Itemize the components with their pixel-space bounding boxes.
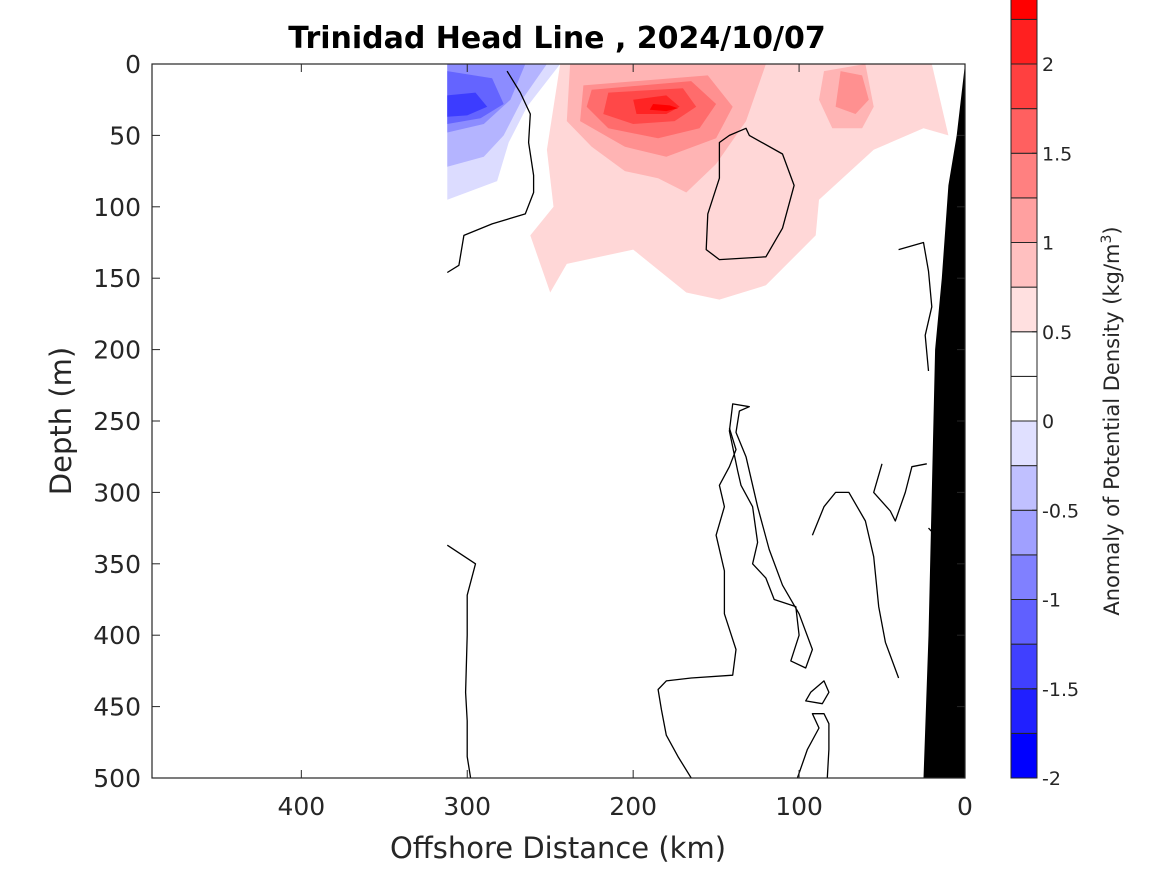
colorbar-swatch: [1010, 688, 1038, 734]
y-tick-label: 0: [125, 50, 141, 79]
zero-contour-5: [796, 713, 830, 778]
y-axis-label: Depth (m): [44, 347, 78, 495]
colorbar-swatch: [1010, 643, 1038, 690]
colorbar-tick-label: 0.5: [1042, 322, 1072, 344]
colorbar-label-superscript: 3: [1099, 235, 1115, 244]
y-tick-label: 250: [93, 407, 141, 436]
colorbar-tick-label: 0: [1042, 411, 1054, 433]
y-tick-label: 300: [93, 478, 141, 507]
zero-contour-2: [728, 403, 814, 669]
y-tick-label: 150: [93, 264, 141, 293]
colorbar-swatch: [1010, 18, 1038, 65]
colorbar-label-close: ): [1100, 226, 1124, 234]
negative-patch-4: [447, 92, 488, 117]
colorbar-swatch: [1010, 599, 1038, 645]
colorbar-swatch: [1010, 331, 1038, 377]
colorbar-swatch: [1010, 465, 1038, 511]
colorbar-swatch: [1010, 242, 1038, 288]
colorbar-swatch: [1010, 108, 1038, 154]
colorbar-tick-label: -1: [1042, 590, 1061, 612]
colorbar-swatch: [1010, 152, 1038, 199]
chart-title: Trinidad Head Line , 2024/10/07: [288, 21, 825, 56]
zero-contour-3: [446, 544, 477, 778]
zero-contour-1: [705, 127, 795, 261]
colorbar-swatch: [1010, 554, 1038, 600]
anomaly-fill-layer: [447, 64, 949, 300]
zero-contour-6: [805, 680, 830, 705]
x-axis-ticks: 400 300 200 100 0: [277, 64, 973, 821]
y-tick-label: 100: [93, 193, 141, 222]
positive-patch-13: [649, 104, 678, 112]
colorbar-tick-label: 2: [1042, 54, 1054, 76]
zero-contour-8: [898, 241, 933, 372]
zero-contour-9: [873, 463, 927, 522]
zero-contour-0: [446, 70, 535, 274]
zero-contour-4: [657, 427, 737, 778]
colorbar-tick-label: -0.5: [1042, 500, 1079, 522]
colorbar-tick-label: -1.5: [1042, 679, 1079, 701]
y-tick-label: 450: [93, 693, 141, 722]
x-tick-label: 300: [443, 792, 491, 821]
zero-contour-7: [811, 491, 900, 679]
plot-area: 400 300 200 100 0 0 50 100 150 200 250 300 350 400 45…: [93, 50, 973, 821]
colorbar-swatch: [1010, 420, 1038, 467]
seafloor: [923, 64, 965, 778]
y-tick-label: 400: [93, 621, 141, 650]
colorbar-swatch: [1010, 286, 1038, 333]
colorbar-swatch: [1010, 509, 1038, 556]
y-tick-label: 200: [93, 336, 141, 365]
positive-patch-9: [835, 71, 869, 114]
x-tick-label: 100: [775, 792, 823, 821]
colorbar-label-text: Anomaly of Potential Density (kg/m: [1100, 244, 1124, 616]
colorbar-swatch: [1010, 197, 1038, 243]
x-tick-label: 400: [277, 792, 325, 821]
colorbar-tick-label: 1.5: [1042, 143, 1072, 165]
colorbar-swatch: [1010, 732, 1038, 779]
y-tick-label: 350: [93, 550, 141, 579]
colorbar-swatch: [1010, 375, 1038, 422]
x-tick-label: 200: [609, 792, 657, 821]
colorbar-tick-label: 1: [1042, 233, 1054, 255]
y-axis-ticks: 0 50 100 150 200 250 300 350 400 450 500: [93, 50, 965, 793]
y-tick-label: 500: [93, 764, 141, 793]
colorbar-swatch: [1010, 0, 1038, 20]
x-tick-label: 0: [957, 792, 973, 821]
colorbar-swatches: [1010, 0, 1038, 779]
colorbar-ticks: 2 1.5 1 0.5 0 -0.5 -1 -1.5 -2: [1032, 54, 1079, 790]
x-axis-label: Offshore Distance (km): [390, 831, 726, 865]
colorbar: 2 1.5 1 0.5 0 -0.5 -1 -1.5 -2: [1010, 0, 1079, 790]
colorbar-tick-label: -2: [1042, 768, 1061, 790]
bathymetry-layer: [923, 64, 965, 778]
colorbar-label: Anomaly of Potential Density (kg/m3): [1099, 226, 1124, 615]
colorbar-swatch: [1010, 63, 1038, 110]
y-tick-label: 50: [109, 121, 141, 150]
zero-contour-layer: [446, 70, 936, 778]
